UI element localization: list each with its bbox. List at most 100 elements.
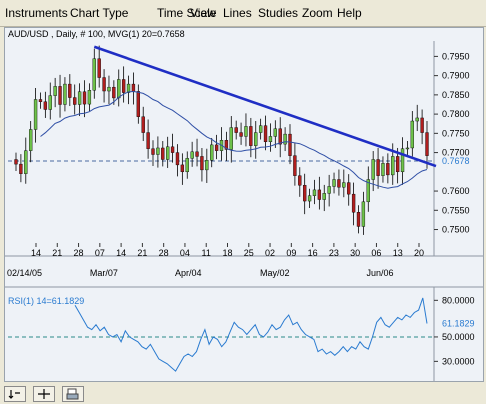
- candle-down: [376, 159, 380, 176]
- date-day-label: 21: [52, 248, 62, 258]
- crosshair-tool-button[interactable]: [33, 386, 55, 402]
- candle-up: [327, 186, 331, 194]
- date-day-label: 02: [265, 248, 275, 258]
- candle-down: [146, 132, 150, 149]
- candle-up: [268, 136, 273, 143]
- rsi-current-label: 61.1829: [442, 318, 475, 328]
- price-pane: 0.79500.79000.78500.78000.77500.77000.76…: [5, 41, 483, 288]
- candle-down: [180, 164, 185, 173]
- candle-up: [391, 156, 395, 176]
- candle-up: [322, 193, 326, 200]
- date-day-label: 25: [244, 248, 254, 258]
- candle-down: [347, 182, 351, 195]
- candle-down: [249, 126, 253, 146]
- price-tick-label: 0.7900: [442, 71, 470, 81]
- candle-up: [361, 201, 366, 227]
- candle-down: [68, 83, 72, 98]
- date-day-label: 14: [116, 248, 126, 258]
- date-day-label: 04: [180, 248, 190, 258]
- pointer-tool-button[interactable]: [4, 386, 26, 402]
- menu-time-scale[interactable]: Time Scale: [157, 6, 217, 20]
- candle-down: [175, 152, 180, 166]
- bottom-toolbar: [0, 385, 486, 404]
- chart-panel[interactable]: 0.7950 0.7900 0.7850 0.7800 0.7750 0.7700 0.76…: [4, 27, 484, 382]
- print-icon: [66, 388, 79, 400]
- candle-up: [24, 150, 28, 174]
- date-month-label: Apr/04: [175, 268, 202, 278]
- rsi-tick-label: 50.0000: [442, 332, 475, 342]
- date-day-label: 11: [202, 248, 211, 258]
- rsi-tick-label: 30.0000: [442, 356, 475, 366]
- candle-down: [303, 185, 307, 202]
- candle-down: [43, 101, 48, 110]
- candle-down: [112, 86, 116, 99]
- candle-up: [92, 58, 96, 91]
- candle-up: [229, 127, 233, 150]
- crosshair-icon: [38, 389, 50, 399]
- candle-up: [77, 91, 82, 105]
- candle-up: [366, 179, 370, 203]
- candle-up: [400, 148, 405, 173]
- moving-average-line: [40, 90, 428, 189]
- candle-up: [53, 86, 57, 96]
- current-price-label: 0.7678: [442, 156, 470, 166]
- candle-up: [254, 132, 258, 146]
- candle-down: [288, 133, 292, 156]
- candle-up: [244, 126, 248, 137]
- menu-help[interactable]: Help: [337, 6, 362, 20]
- candle-up: [312, 189, 317, 196]
- candle-down: [317, 189, 322, 200]
- date-day-label: 20: [414, 248, 424, 258]
- menu-zoom[interactable]: Zoom: [302, 6, 333, 20]
- candle-up: [415, 117, 419, 122]
- candle-up: [405, 147, 410, 150]
- date-day-label: 16: [308, 248, 318, 258]
- candle-up: [273, 128, 277, 137]
- price-tick-label: 0.7500: [442, 225, 470, 235]
- candle-up: [63, 83, 67, 105]
- candle-up: [410, 120, 414, 149]
- price-tick-label: 0.7800: [442, 109, 470, 119]
- candle-up: [307, 195, 312, 202]
- candle-down: [170, 146, 175, 153]
- candle-down: [337, 179, 341, 188]
- rsi-pane: 80.0000 50.0000 30.0000 61.1829: [8, 287, 475, 381]
- menu-chart-type[interactable]: Chart Type: [70, 6, 129, 20]
- date-day-label: 28: [159, 248, 169, 258]
- candle-down: [121, 79, 126, 93]
- candle-down: [58, 86, 62, 105]
- date-month-label: Jun/06: [366, 268, 393, 278]
- date-day-label: 09: [286, 248, 296, 258]
- date-day-label: 14: [31, 248, 41, 258]
- price-chart[interactable]: 0.79500.79000.78500.78000.77500.77000.76…: [5, 28, 483, 381]
- date-day-label: 13: [393, 248, 403, 258]
- candle-up: [371, 159, 375, 180]
- candle-down: [420, 117, 424, 133]
- date-month-label: 02/14/05: [7, 268, 42, 278]
- candle-up: [283, 133, 287, 145]
- candle-up: [117, 79, 121, 99]
- candle-up: [33, 99, 38, 130]
- candle-up: [29, 129, 33, 151]
- menu-lines[interactable]: Lines: [223, 6, 252, 20]
- rsi-label: RSI(1) 14=61.1829: [8, 296, 84, 306]
- candle-up: [87, 90, 92, 105]
- candle-down: [293, 155, 297, 176]
- trend-line: [93, 45, 437, 168]
- candle-down: [298, 175, 302, 186]
- date-month-label: May/02: [260, 268, 290, 278]
- menu-instruments[interactable]: Instruments: [5, 6, 68, 20]
- candle-down: [214, 144, 219, 151]
- print-tool-button[interactable]: [62, 386, 84, 402]
- candle-down: [97, 58, 101, 78]
- date-day-label: 18: [222, 248, 232, 258]
- candle-up: [126, 83, 131, 93]
- menu-view[interactable]: View: [190, 6, 216, 20]
- menu-studies[interactable]: Studies: [258, 6, 299, 20]
- price-tick-label: 0.7950: [442, 51, 470, 61]
- candle-up: [48, 95, 52, 110]
- date-day-label: 30: [350, 248, 360, 258]
- candle-down: [82, 91, 87, 105]
- candle-down: [200, 156, 204, 171]
- candle-up: [156, 147, 160, 155]
